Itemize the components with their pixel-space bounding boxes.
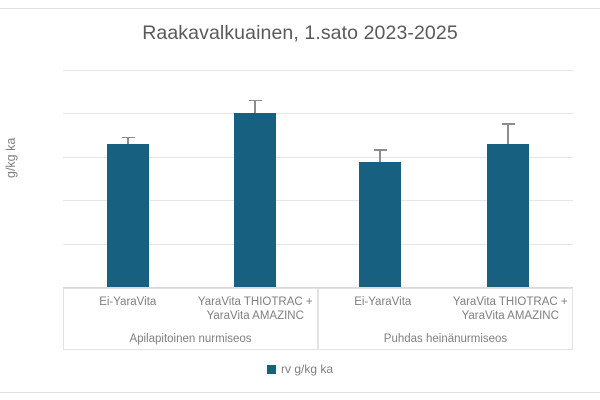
- legend-entry-label[interactable]: rv g/kg ka: [280, 362, 334, 376]
- bar-4[interactable]: [487, 143, 529, 287]
- error-bar-3: [379, 148, 381, 162]
- chart-bottom-border: [0, 392, 600, 393]
- category-label-cell: YaraVita THIOTRAC + YaraVita AMAZINC: [447, 289, 575, 327]
- x-axis-tick-label: Ei-YaraVita: [354, 296, 412, 308]
- category-group-1: Ei-YaraVita YaraVita THIOTRAC + YaraVita …: [63, 288, 318, 350]
- gridline: [63, 200, 573, 202]
- gridline: [63, 243, 573, 245]
- chart-legend: rv g/kg ka: [0, 362, 600, 376]
- error-bar-2: [254, 99, 256, 114]
- category-group-2: Ei-YaraVita YaraVita THIOTRAC + YaraVita …: [318, 288, 573, 350]
- x-axis-tick-label: YaraVita THIOTRAC + YaraVita AMAZINC: [452, 296, 568, 322]
- x-axis-tick-label: YaraVita THIOTRAC + YaraVita AMAZINC: [197, 296, 313, 322]
- category-label-cell: YaraVita THIOTRAC + YaraVita AMAZINC: [192, 289, 320, 327]
- bar-2[interactable]: [234, 113, 276, 287]
- error-bar-cap-2: [248, 99, 262, 102]
- gridline: [63, 70, 573, 71]
- gridline: [63, 113, 573, 115]
- x-axis-tick-label: Ei-YaraVita: [99, 296, 157, 308]
- legend-square-marker-icon: [266, 364, 276, 374]
- y-axis-title: g/kg ka: [4, 137, 18, 178]
- gridline: [63, 156, 573, 158]
- plot-area: 050100150200250: [63, 70, 573, 288]
- error-bar-cap-4: [501, 122, 515, 125]
- chart-top-border: [0, 8, 600, 9]
- bar-1[interactable]: [107, 143, 149, 287]
- category-label-cell: Ei-YaraVita: [64, 289, 192, 327]
- bar-3[interactable]: [359, 162, 401, 287]
- chart-title: Raakavalkuainen, 1.sato 2023-2025: [142, 22, 458, 44]
- error-bar-cap-3: [373, 148, 387, 151]
- error-bar-cap-1: [121, 136, 135, 139]
- category-label-cell: Ei-YaraVita: [319, 289, 447, 327]
- error-bar-1: [127, 136, 129, 144]
- error-bar-4: [507, 122, 509, 144]
- x-axis-group-label: Apilapitoinen nurmiseos: [129, 333, 252, 345]
- x-axis-group-label: Puhdas heinänurmiseos: [383, 333, 508, 345]
- gridline: [63, 287, 573, 288]
